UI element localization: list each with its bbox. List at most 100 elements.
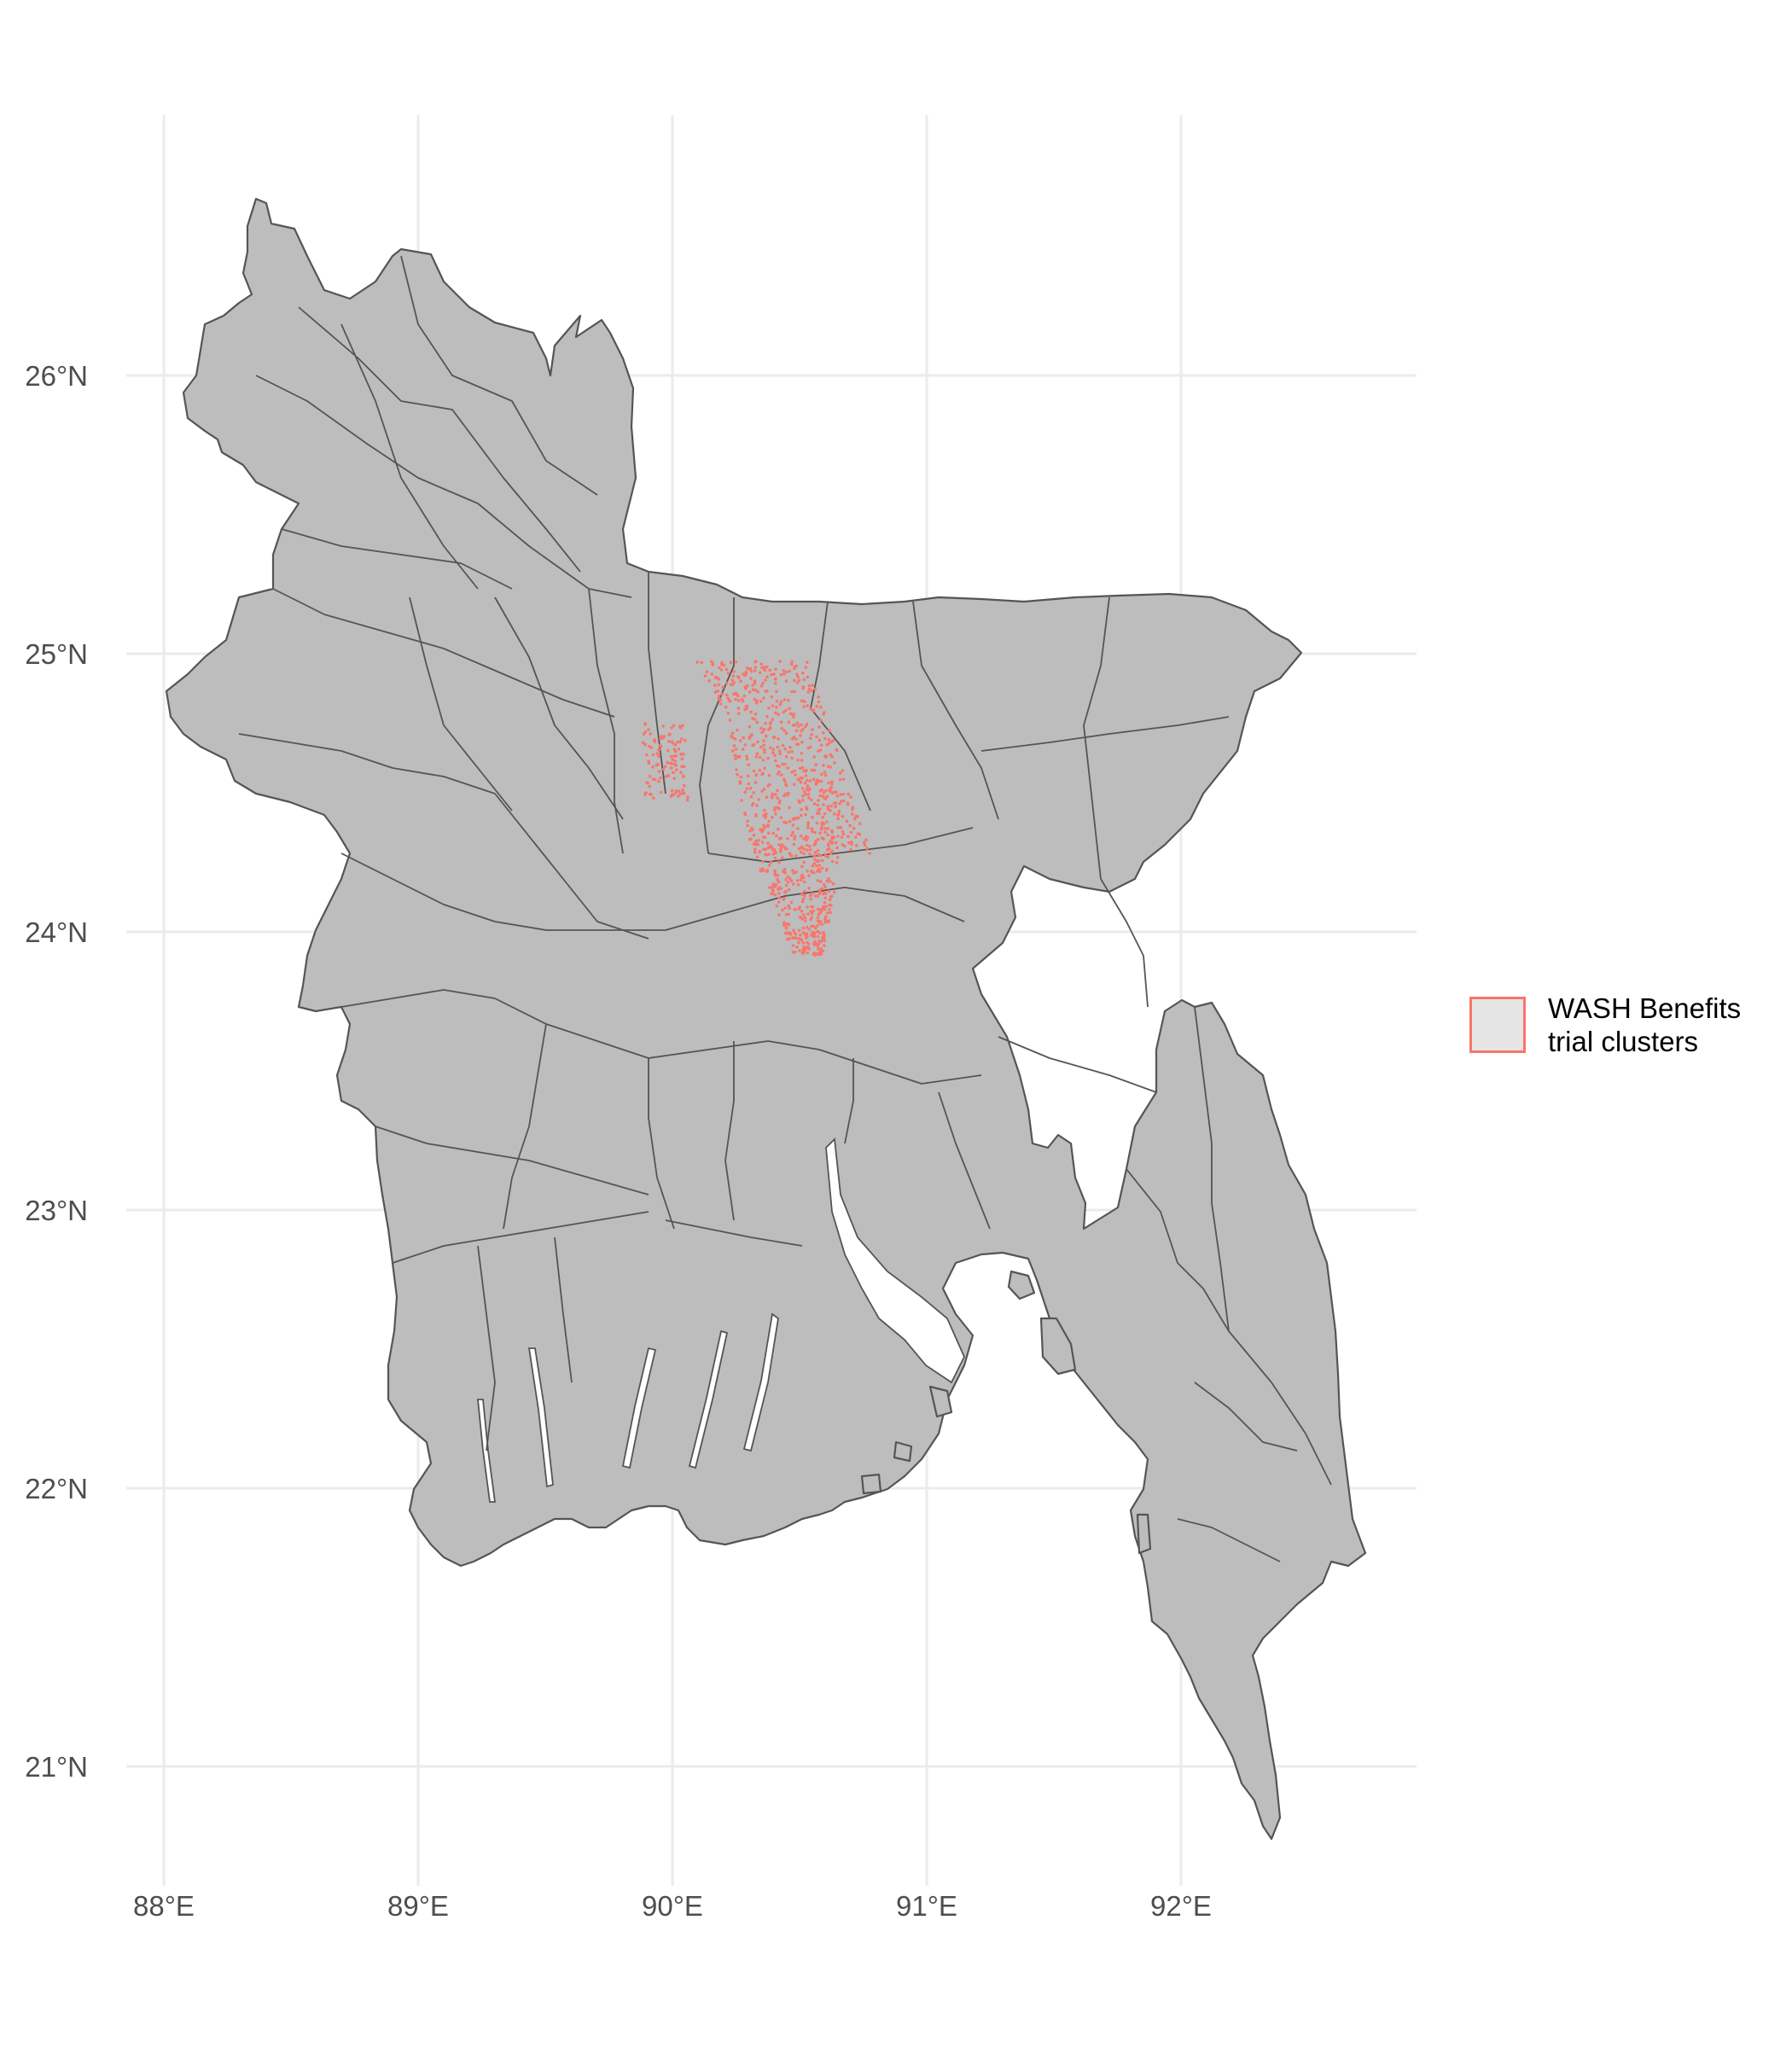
trial-cluster-point: [780, 727, 784, 730]
trial-cluster-point: [821, 815, 824, 819]
trial-cluster-point: [777, 770, 781, 774]
trial-cluster-point: [719, 698, 722, 702]
coastal-islet-2: [893, 1440, 913, 1463]
trial-cluster-point: [806, 675, 810, 679]
trial-cluster-point: [796, 816, 800, 820]
trial-cluster-point: [778, 702, 783, 707]
trial-cluster-point: [800, 752, 804, 755]
trial-cluster-point: [752, 743, 756, 747]
trial-cluster-point: [783, 762, 787, 766]
trial-cluster-point: [771, 889, 775, 893]
trial-cluster-point: [784, 708, 788, 713]
trial-cluster-point: [823, 939, 827, 943]
trial-cluster-point: [828, 788, 831, 792]
trial-cluster-point: [840, 835, 844, 839]
trial-cluster-point: [763, 766, 766, 771]
trial-cluster-point: [678, 792, 683, 796]
trial-cluster-point: [847, 792, 850, 796]
trial-cluster-point: [816, 803, 820, 807]
trial-cluster-point: [761, 869, 765, 872]
trial-cluster-point: [659, 776, 662, 780]
trial-cluster-point: [801, 949, 806, 953]
trial-cluster-point: [752, 842, 756, 846]
trial-cluster-point: [830, 841, 835, 844]
trial-cluster-point: [771, 852, 775, 856]
trial-cluster-point: [799, 781, 803, 784]
trial-cluster-point: [811, 829, 814, 834]
trial-cluster-point: [820, 922, 823, 927]
trial-cluster-point: [724, 693, 729, 697]
trial-cluster-point: [729, 660, 733, 665]
trial-cluster-point: [816, 934, 820, 939]
trial-cluster-point: [755, 855, 759, 859]
trial-cluster-point: [850, 840, 853, 844]
trial-cluster-point: [819, 910, 823, 914]
trial-cluster-point: [835, 846, 839, 850]
trial-cluster-point: [745, 754, 748, 758]
trial-cluster-point: [670, 740, 674, 744]
trial-cluster-point: [779, 887, 783, 890]
trial-cluster-point: [806, 792, 811, 796]
trial-cluster-point: [666, 748, 670, 753]
trial-cluster-point: [676, 741, 679, 744]
trial-cluster-point: [773, 869, 777, 873]
trial-cluster-point: [783, 891, 787, 894]
trial-cluster-point: [745, 757, 749, 761]
trial-cluster-point: [792, 928, 795, 933]
trial-cluster-point: [749, 837, 753, 841]
y-axis-labels: 21°N 22°N 23°N 24°N 25°N 26°N: [25, 360, 88, 1783]
trial-cluster-point: [812, 854, 817, 858]
trial-cluster-point: [841, 832, 846, 835]
trial-cluster-point: [681, 724, 684, 728]
trial-cluster-point: [823, 830, 827, 834]
trial-cluster-point: [798, 949, 801, 952]
trial-cluster-point: [794, 729, 799, 733]
trial-cluster-point: [810, 924, 813, 928]
trial-cluster-point: [774, 793, 777, 796]
trial-cluster-point: [749, 733, 753, 737]
trial-cluster-point: [770, 816, 774, 819]
trial-cluster-point: [657, 754, 660, 758]
trial-cluster-point: [828, 898, 832, 902]
trial-cluster-point: [668, 732, 672, 736]
trial-cluster-point: [812, 755, 816, 759]
trial-cluster-point: [810, 798, 813, 802]
trial-cluster-point: [783, 777, 786, 782]
trial-cluster-point: [828, 903, 831, 907]
trial-cluster-point: [677, 748, 681, 751]
trial-cluster-point: [823, 934, 826, 937]
trial-cluster-point: [765, 665, 769, 669]
trial-cluster-point: [680, 757, 684, 760]
trial-cluster-point: [642, 732, 646, 736]
trial-cluster-point: [753, 851, 757, 854]
trial-cluster-point: [811, 864, 815, 868]
trial-cluster-point: [801, 926, 806, 930]
trial-cluster-point: [800, 777, 805, 780]
y-tick-label-26: 26°N: [25, 360, 88, 392]
trial-cluster-point: [743, 790, 747, 794]
trial-cluster-point: [825, 743, 829, 747]
trial-cluster-point: [731, 749, 735, 753]
trial-cluster-point: [802, 837, 806, 841]
trial-cluster-point: [826, 911, 829, 915]
trial-cluster-point: [827, 738, 831, 742]
trial-cluster-point: [751, 688, 755, 691]
trial-cluster-point: [748, 829, 752, 833]
trial-cluster-point: [814, 780, 818, 784]
trial-cluster-point: [820, 858, 824, 863]
trial-cluster-point: [798, 916, 802, 919]
trial-cluster-point: [830, 859, 835, 864]
trial-cluster-point: [713, 690, 718, 694]
trial-cluster-point: [802, 876, 806, 880]
trial-cluster-point: [815, 812, 819, 815]
trial-cluster-point: [800, 864, 804, 869]
trial-cluster-point: [769, 860, 773, 864]
trial-cluster-point: [766, 823, 770, 827]
trial-cluster-point: [783, 906, 787, 910]
trial-cluster-point: [747, 782, 751, 786]
trial-cluster-point: [816, 879, 819, 882]
trial-cluster-point: [753, 847, 757, 851]
trial-cluster-point: [807, 684, 812, 688]
trial-cluster-point: [764, 815, 768, 819]
trial-cluster-point: [806, 826, 810, 830]
